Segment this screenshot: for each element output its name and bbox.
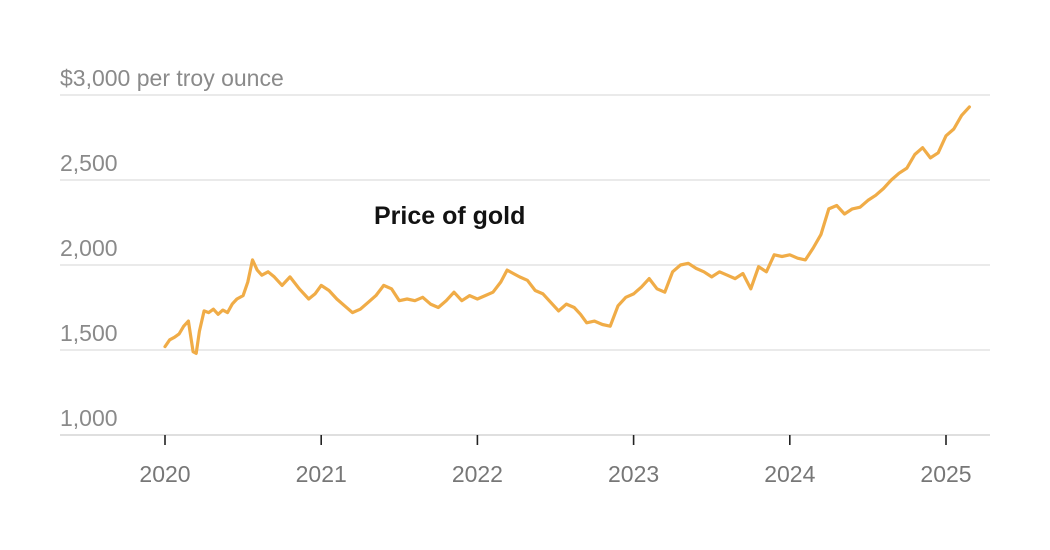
x-tick-label-2025: 2025: [920, 461, 971, 487]
x-tick-label-2021: 2021: [296, 461, 347, 487]
x-axis: 2020 2021 2022 2023 2024 2025: [139, 435, 972, 487]
x-tick-label-2022: 2022: [452, 461, 503, 487]
x-tick-label-2020: 2020: [139, 461, 190, 487]
y-tick-label-2000: 2,000: [60, 235, 118, 261]
x-tick-label-2024: 2024: [764, 461, 815, 487]
gridlines: [60, 94, 990, 436]
gold-price-line: [163, 105, 972, 355]
y-tick-label-2500: 2,500: [60, 150, 118, 176]
y-tick-label-1500: 1,500: [60, 320, 118, 346]
chart-annotation-label: Price of gold: [374, 202, 525, 230]
y-tick-label-3000: $3,000 per troy ounce: [60, 65, 284, 91]
y-tick-label-1000: 1,000: [60, 405, 118, 431]
series-layer: [163, 105, 972, 355]
x-tick-label-2023: 2023: [608, 461, 659, 487]
y-axis-tick-labels: $3,000 per troy ounce 2,500 2,000 1,500 1,00…: [60, 65, 284, 431]
